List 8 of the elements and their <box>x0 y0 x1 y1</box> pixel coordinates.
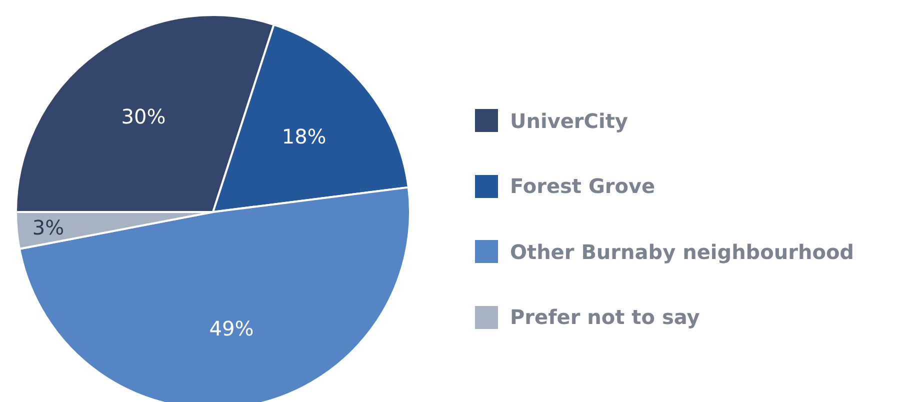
legend-label: Other Burnaby neighbourhood <box>510 240 854 264</box>
legend-label: Prefer not to say <box>510 305 700 330</box>
data-label: 49% <box>209 316 254 341</box>
legend-label: UniverCity <box>510 108 628 133</box>
data-label: 30% <box>121 104 166 128</box>
legend-label: Forest Grove <box>510 174 656 198</box>
data-label: 3% <box>32 216 64 240</box>
data-label: 18% <box>282 124 326 149</box>
